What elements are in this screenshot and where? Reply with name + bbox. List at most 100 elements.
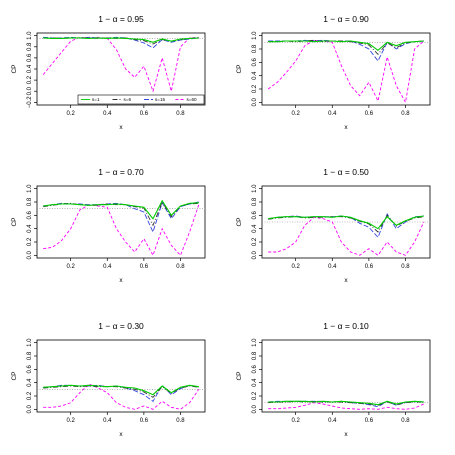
- x-tick-label: 0.6: [365, 264, 374, 270]
- series-line-s15: [43, 201, 199, 234]
- legend-label: s=15: [155, 97, 166, 102]
- legend-label: s=1: [92, 97, 100, 102]
- chart-title: 1 − α = 0.10: [323, 321, 369, 331]
- y-tick-label: 0.0: [252, 405, 258, 414]
- y-axis-label: CP: [11, 371, 18, 380]
- chart-title: 1 − α = 0.50: [323, 167, 369, 177]
- chart-title: 1 − α = 0.30: [98, 321, 144, 331]
- series-line-s6: [268, 39, 424, 55]
- x-tick-label: 0.6: [140, 264, 149, 270]
- x-tick-label: 0.2: [67, 264, 76, 270]
- x-tick-label: 0.4: [103, 264, 112, 270]
- series-line-s6: [43, 201, 199, 227]
- x-tick-label: 0.8: [401, 418, 410, 424]
- chart-title: 1 − α = 0.70: [98, 167, 144, 177]
- y-tick-label: 0.2: [27, 237, 33, 246]
- x-tick-label: 0.8: [176, 264, 185, 270]
- x-axis-label: x: [344, 124, 348, 131]
- x-tick-label: 0.4: [328, 418, 337, 424]
- y-tick-label: 0.6: [252, 365, 258, 374]
- y-axis-label: CP: [11, 64, 18, 73]
- y-tick-label: 0.8: [27, 42, 33, 51]
- y-tick-label: 0.0: [27, 86, 33, 95]
- y-tick-label: 0.4: [27, 378, 33, 387]
- y-tick-label: 1.0: [27, 31, 33, 40]
- x-tick-label: 0.6: [140, 111, 149, 117]
- legend-label: s=6: [124, 97, 132, 102]
- x-tick-label: 0.4: [328, 111, 337, 117]
- x-tick-label: 0.2: [67, 111, 76, 117]
- x-tick-label: 0.8: [401, 264, 410, 270]
- y-tick-label: 0.0: [27, 405, 33, 414]
- y-tick-label: 0.2: [27, 75, 33, 84]
- y-tick-label: 1.0: [252, 31, 258, 40]
- y-tick-label: 1.0: [27, 338, 33, 347]
- series-line-s6: [43, 37, 199, 45]
- y-tick-label: 0.4: [252, 224, 258, 233]
- plot-frame: [261, 339, 431, 413]
- y-tick-label: 1.0: [252, 184, 258, 193]
- x-tick-label: 0.2: [292, 111, 301, 117]
- series-line-s15: [268, 213, 424, 239]
- y-tick-label: 0.6: [27, 53, 33, 62]
- series-line-s1: [268, 40, 424, 52]
- y-tick-label: 0.6: [27, 211, 33, 220]
- y-tick-label: 0.4: [27, 224, 33, 233]
- x-axis-label: x: [119, 431, 123, 438]
- chart-panel-2: 1 − α = 0.90 0.2 0.4 0.6 0.8 0.0 0.2 0.4 0.6 0.8 1…: [236, 14, 431, 131]
- x-tick-label: 0.2: [292, 264, 301, 270]
- series-line-s15: [43, 384, 199, 402]
- series-line-s1: [268, 215, 424, 230]
- series-line-s6: [43, 385, 199, 398]
- plot-frame: [36, 339, 206, 413]
- series-line-s15: [268, 39, 424, 62]
- y-tick-label: 0.8: [252, 44, 258, 53]
- y-tick-label: 0.8: [252, 351, 258, 360]
- chart-panel-1: 1 − α = 0.95 0.2 0.4 0.6 0.8 −0.20.0 0.2 0.4 0.6…: [11, 14, 206, 131]
- series-line-s60: [267, 39, 425, 104]
- y-tick-label: 0.8: [27, 197, 33, 206]
- y-tick-label: 0.2: [252, 391, 258, 400]
- y-axis-label: CP: [236, 64, 243, 73]
- x-tick-label: 0.6: [365, 111, 374, 117]
- y-tick-label: 0.0: [27, 251, 33, 260]
- legend-box: [77, 94, 205, 105]
- series-line-s60: [43, 383, 200, 410]
- series-line-s1: [268, 400, 424, 406]
- y-tick-label: 0.2: [252, 237, 258, 246]
- series-line-s1: [43, 384, 199, 396]
- x-tick-label: 0.2: [292, 418, 301, 424]
- x-tick-label: 0.8: [176, 418, 185, 424]
- x-tick-label: 0.8: [401, 111, 410, 117]
- legend: s=1 s=6 s=15 s=60: [77, 94, 205, 105]
- y-axis-label: CP: [236, 371, 243, 380]
- y-tick-label: 0.0: [252, 98, 258, 107]
- y-tick-label: 0.4: [252, 71, 258, 80]
- y-tick-label: 0.6: [252, 58, 258, 67]
- y-tick-label: 0.2: [252, 84, 258, 93]
- y-axis-label: CP: [236, 217, 243, 226]
- x-tick-label: 0.4: [103, 111, 112, 117]
- y-tick-label: 0.0: [252, 251, 258, 260]
- x-axis-label: x: [344, 277, 348, 284]
- y-tick-label: −0.2: [27, 96, 33, 109]
- chart-panel-4: 1 − α = 0.50 0.2 0.4 0.6 0.8 0.0 0.2 0.4 0.6 0.8 1…: [236, 167, 431, 284]
- series-line-s60: [268, 402, 424, 410]
- y-tick-label: 0.6: [27, 365, 33, 374]
- chart-title: 1 − α = 0.90: [323, 14, 369, 24]
- x-tick-label: 0.2: [67, 418, 76, 424]
- plot-frame: [36, 185, 206, 259]
- chart-panel-5: 1 − α = 0.30 0.2 0.4 0.6 0.8 0.0 0.2 0.4 0.6 0.8 1…: [11, 321, 206, 438]
- x-axis-label: x: [344, 431, 348, 438]
- plot-frame: [261, 32, 431, 106]
- y-tick-label: 0.6: [252, 211, 258, 220]
- y-tick-label: 0.8: [27, 351, 33, 360]
- y-axis-label: CP: [11, 217, 18, 226]
- y-tick-label: 0.2: [27, 391, 33, 400]
- chart-panel-3: 1 − α = 0.70 0.2 0.4 0.6 0.8 0.0 0.2 0.4 0.6 0.8 1…: [11, 167, 206, 284]
- series-line-s60: [43, 204, 200, 257]
- legend-label: s=60: [187, 97, 198, 102]
- series-line-s6: [268, 400, 424, 406]
- chart-title: 1 − α = 0.95: [98, 14, 144, 24]
